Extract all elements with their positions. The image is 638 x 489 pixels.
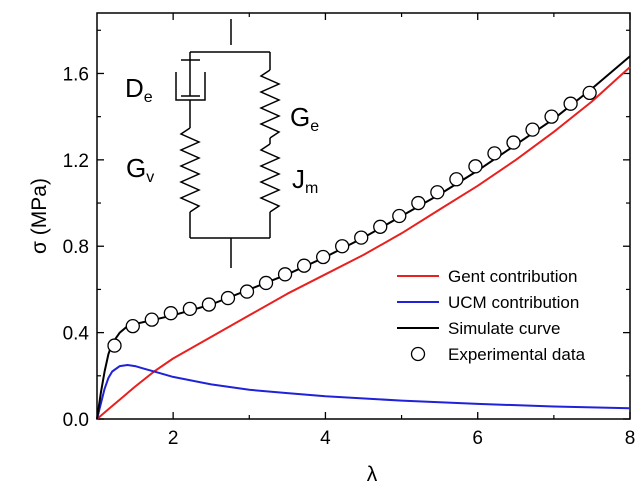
experimental-point — [296, 258, 312, 273]
experimental-point — [144, 312, 159, 327]
legend-label-gent: Gent contribution — [448, 267, 577, 286]
experimental-point — [544, 109, 559, 124]
y-tick-label: 1.2 — [63, 151, 89, 172]
experimental-point — [201, 297, 217, 312]
schematic-label-right-spring-top-main: G — [290, 102, 310, 132]
schematic-label-left-spring: Gv — [126, 153, 154, 186]
schematic-label-right-spring-bottom-main: J — [292, 164, 305, 194]
experimental-point — [468, 159, 483, 174]
experimental-point — [315, 249, 331, 265]
legend: Gent contribution UCM contribution Simul… — [397, 267, 586, 364]
schematic-label-right-spring-top-sub: e — [310, 118, 319, 135]
experimental-point — [563, 96, 578, 111]
y-tick-label: 0.0 — [63, 410, 89, 431]
legend-label-ucm: UCM contribution — [448, 293, 579, 312]
experimental-point — [107, 338, 122, 353]
legend-label-simulate: Simulate curve — [448, 319, 560, 338]
schematic-label-dashpot-main: D — [125, 73, 144, 103]
schematic-label-dashpot-sub: e — [144, 89, 153, 106]
schematic-label-left-spring-sub: v — [146, 169, 154, 186]
x-axis-title: λ — [367, 463, 378, 486]
viscoelastic-model-schematic — [175, 19, 281, 268]
experimental-point — [487, 146, 502, 161]
x-tick-label: 4 — [320, 428, 331, 449]
legend-label-experimental: Experimental data — [448, 345, 586, 364]
schematic-label-right-spring-bottom: Jm — [292, 164, 318, 197]
x-tick-label: 2 — [168, 428, 179, 449]
y-tick-label: 0.8 — [63, 237, 89, 258]
experimental-point — [335, 239, 350, 254]
experimental-point — [411, 195, 426, 211]
series-line-0 — [96, 66, 631, 420]
experimental-point — [373, 219, 388, 234]
experimental-point — [277, 267, 293, 282]
experimental-point — [239, 284, 255, 299]
experimental-point — [449, 172, 464, 187]
schematic-right-spring-bottom — [259, 143, 281, 213]
schematic-label-left-spring-main: G — [126, 153, 146, 183]
x-tick-label: 6 — [472, 428, 483, 449]
schematic-label-dashpot: De — [125, 73, 153, 106]
experimental-point — [125, 318, 140, 334]
experimental-point — [506, 135, 521, 150]
experimental-point — [182, 301, 198, 317]
schematic-label-right-spring-top: Ge — [290, 102, 319, 135]
legend-marker-experimental — [410, 346, 426, 362]
axis-ticks — [97, 13, 631, 420]
y-axis-title: σ (MPa) — [28, 178, 51, 254]
plot-area-frame — [96, 12, 631, 420]
experimental-point — [163, 306, 179, 321]
y-tick-label: 1.6 — [63, 64, 89, 85]
experimental-point — [582, 85, 597, 101]
experimental-point — [392, 208, 407, 224]
schematic-right-spring-top — [259, 69, 281, 139]
experimental-point — [220, 290, 236, 306]
scatter-points — [107, 85, 597, 353]
experimental-point — [354, 230, 369, 245]
tick-labels: 2 4 6 8 0.0 0.4 0.8 1.2 1.6 — [63, 64, 636, 449]
schematic-label-right-spring-bottom-sub: m — [305, 180, 318, 197]
experimental-point — [525, 122, 540, 137]
schematic-left-spring — [179, 127, 201, 213]
schematic-dashpot-piston — [181, 59, 200, 97]
series-line-1 — [96, 364, 631, 420]
y-tick-label: 0.4 — [63, 324, 90, 345]
x-tick-label: 8 — [625, 428, 636, 449]
experimental-point — [430, 185, 445, 200]
experimental-point — [258, 275, 274, 291]
